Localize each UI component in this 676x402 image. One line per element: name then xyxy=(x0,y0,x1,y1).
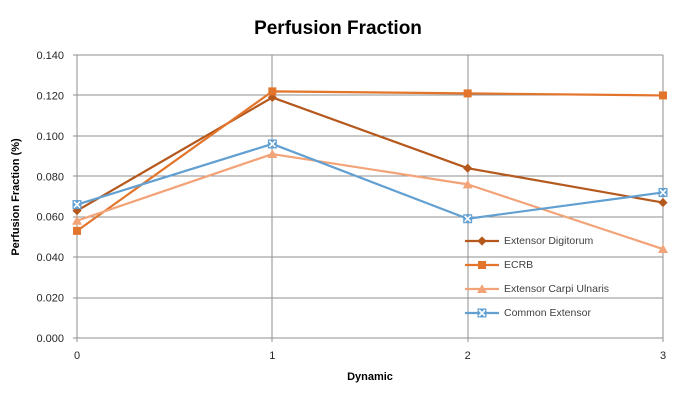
legend-item-ecrb: ECRB xyxy=(465,253,609,277)
svg-text:0.040: 0.040 xyxy=(36,252,64,264)
square-marker-icon xyxy=(465,261,499,269)
legend-item-extensor-carpi-ulnaris: Extensor Carpi Ulnaris xyxy=(465,277,609,301)
chart-title: Perfusion Fraction xyxy=(254,18,422,39)
svg-text:0.000: 0.000 xyxy=(36,333,64,345)
legend-label: ECRB xyxy=(504,259,534,271)
svg-text:2: 2 xyxy=(465,350,471,362)
chart-legend: Extensor Digitorum ECRB Extensor Carpi U… xyxy=(465,229,609,325)
svg-text:0: 0 xyxy=(74,350,80,362)
series-extensor-carpi-ulnaris xyxy=(72,149,668,254)
svg-text:0.100: 0.100 xyxy=(36,131,64,143)
svg-text:0.080: 0.080 xyxy=(36,171,64,183)
series-extensor-digitorum xyxy=(72,92,668,216)
x-axis-title: Dynamic xyxy=(347,371,393,383)
diamond-marker-icon xyxy=(465,236,499,246)
legend-label: Extensor Digitorum xyxy=(504,235,594,247)
legend-label: Common Extensor xyxy=(504,307,591,319)
svg-text:0.120: 0.120 xyxy=(36,90,64,102)
legend-label: Extensor Carpi Ulnaris xyxy=(504,283,610,295)
legend-item-extensor-digitorum: Extensor Digitorum xyxy=(465,229,609,253)
triangle-marker-icon xyxy=(465,284,499,293)
series-common-extensor xyxy=(72,139,668,224)
svg-text:1: 1 xyxy=(269,350,275,362)
svg-text:0.140: 0.140 xyxy=(36,50,64,62)
svg-text:0.020: 0.020 xyxy=(36,293,64,305)
y-axis-title: Perfusion Fraction (%) xyxy=(10,138,22,256)
tick-labels: 0.000 0.020 0.040 0.060 0.080 0.100 0.120 0.140… xyxy=(36,50,666,362)
svg-text:3: 3 xyxy=(660,350,666,362)
legend-item-common-extensor: Common Extensor xyxy=(465,301,609,325)
svg-text:0.060: 0.060 xyxy=(36,212,64,224)
series-ecrb xyxy=(73,87,667,235)
x-square-marker-icon xyxy=(465,308,499,318)
